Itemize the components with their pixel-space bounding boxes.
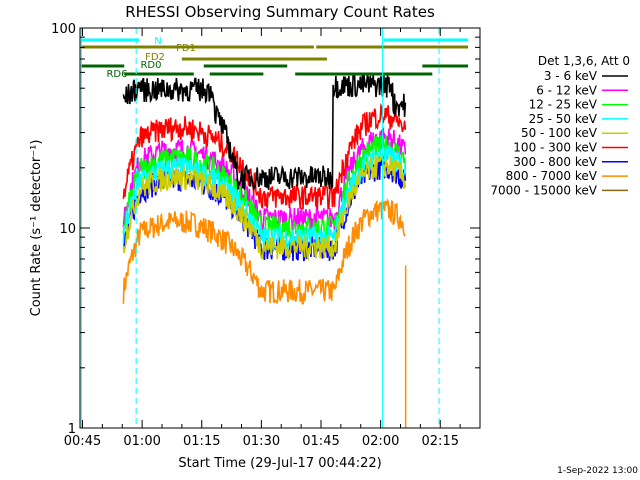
legend-entry-label: 800 - 7000 keV [506, 169, 598, 183]
timestamp: 1-Sep-2022 13:00 [557, 466, 638, 476]
y-tick-label: 100 [51, 22, 76, 37]
observing-bar-label: N [154, 36, 161, 47]
observing-bar-label: FD1 [176, 43, 196, 54]
x-tick-label: 00:45 [64, 434, 101, 449]
y-axis-label: Count Rate (s⁻¹ detector⁻¹) [29, 140, 44, 317]
legend-entry-label: 100 - 300 keV [513, 141, 597, 155]
legend-entry-label: 7000 - 15000 keV [490, 183, 597, 197]
legend-entry-label: 50 - 100 keV [521, 126, 598, 140]
legend-entry-label: 25 - 50 keV [529, 112, 598, 126]
x-tick-label: 02:15 [422, 434, 459, 449]
x-tick-label: 01:15 [183, 434, 220, 449]
legend-entry-label: 6 - 12 keV [536, 83, 598, 97]
series-layer [122, 73, 407, 428]
series-line [122, 127, 407, 232]
observing-bar-label: RD0 [140, 60, 161, 71]
series-line [122, 145, 407, 252]
x-axis-label: Start Time (29-Jul-17 00:44:22) [178, 456, 381, 471]
chart-title: RHESSI Observing Summary Count Rates [125, 3, 435, 21]
x-tick-label: 01:45 [302, 434, 339, 449]
legend-entry-label: 3 - 6 keV [544, 69, 598, 83]
legend-entry-label: 300 - 800 keV [513, 155, 597, 169]
y-tick-label: 1 [68, 422, 76, 437]
series-line [122, 198, 406, 305]
series-line [122, 102, 407, 210]
x-tick-label: 01:30 [243, 434, 280, 449]
y-tick-label: 10 [59, 222, 76, 237]
legend-title: Det 1,3,6, Att 0 [538, 54, 630, 68]
legend-entry-label: 12 - 25 keV [529, 98, 598, 112]
axes: 00:45 01:00 01:15 01:30 01:45 02:00 02:15 1 10 10… [51, 22, 480, 449]
series-line [122, 73, 407, 191]
series-line [122, 153, 407, 262]
x-tick-label: 01:00 [123, 434, 160, 449]
observing-bar-label: FD2 [145, 52, 165, 63]
x-tick-label: 02:00 [362, 434, 399, 449]
observing-bar-label: RD6 [106, 69, 127, 80]
